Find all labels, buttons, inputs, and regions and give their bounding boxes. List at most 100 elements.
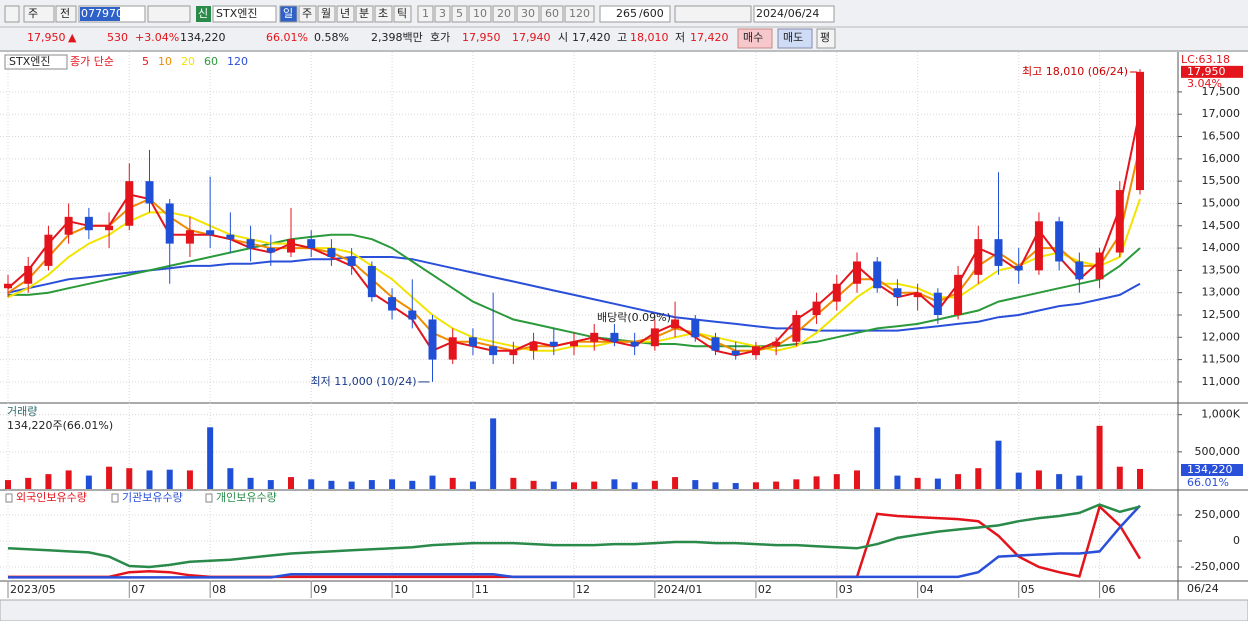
- market: 주: [28, 7, 38, 20]
- candle: [711, 332, 720, 356]
- new-button[interactable]: [196, 6, 211, 22]
- candle-body: [327, 248, 336, 257]
- high: 18,010: [630, 31, 669, 44]
- prev-button[interactable]: [55, 5, 77, 23]
- volume-bar: [1035, 470, 1042, 489]
- y-tick-label: 14,500: [1202, 219, 1241, 232]
- x-tick-label: 2023/05: [10, 583, 56, 596]
- count-box[interactable]: [599, 5, 671, 23]
- scrollbar[interactable]: [0, 599, 1248, 621]
- volume-bar: [611, 479, 618, 489]
- y-tick-label: -250,000: [1191, 560, 1240, 573]
- price: 17,950: [27, 31, 66, 44]
- volume-bar: [975, 468, 982, 489]
- volume-title: 거래량: [7, 405, 37, 418]
- candle: [772, 337, 781, 356]
- candle: [873, 257, 882, 293]
- y-tick-label: 15,000: [1202, 196, 1241, 209]
- candle-body: [44, 234, 53, 266]
- buy-button[interactable]: [737, 28, 773, 49]
- candle-body: [751, 346, 760, 356]
- period-button[interactable]: [317, 5, 336, 23]
- icon-button[interactable]: [4, 5, 20, 23]
- period-button[interactable]: [355, 5, 374, 23]
- volume-bar: [571, 482, 577, 489]
- candle-body: [1115, 190, 1124, 253]
- volume-bar: [469, 481, 476, 489]
- interval-button[interactable]: [564, 5, 595, 23]
- volume-ratio: 66.01%: [266, 31, 308, 44]
- y-tick-label: 12,500: [1202, 308, 1241, 321]
- interval-button[interactable]: [492, 5, 516, 23]
- volume-bar: [328, 480, 335, 489]
- x-tick-label: 11: [475, 583, 489, 596]
- period-button[interactable]: [374, 5, 393, 23]
- volume-bar: [672, 477, 679, 489]
- interval-button[interactable]: [434, 5, 451, 23]
- volume-bar: [1137, 468, 1143, 489]
- x-tick-label: 12: [576, 583, 590, 596]
- y-tick-label: 0: [1233, 534, 1240, 547]
- candle-body: [246, 239, 255, 249]
- candle: [610, 323, 619, 347]
- candle-body: [448, 337, 457, 360]
- volume-bar: [591, 481, 598, 489]
- candle-body: [1095, 252, 1104, 280]
- period-button[interactable]: [336, 5, 355, 23]
- interval: 120: [569, 7, 590, 20]
- volume-bar: [995, 440, 1002, 489]
- volume-bar: [409, 480, 416, 489]
- candle-body: [125, 181, 134, 226]
- interval-button[interactable]: [516, 5, 540, 23]
- candle: [347, 248, 356, 275]
- volume-bar: [348, 481, 355, 489]
- period: 초: [378, 7, 388, 20]
- tool-icons[interactable]: [674, 5, 752, 23]
- candle: [408, 279, 417, 329]
- volume: 134,220: [180, 31, 226, 44]
- sell-button[interactable]: [777, 28, 813, 49]
- candle-body: [489, 346, 498, 356]
- interval-button[interactable]: [451, 5, 468, 23]
- candle-body: [590, 332, 599, 342]
- volume-bar: [793, 479, 800, 489]
- volume-bar: [207, 427, 214, 489]
- interval-button[interactable]: [540, 5, 564, 23]
- candle: [933, 288, 942, 324]
- candle: [590, 323, 599, 351]
- candle: [64, 203, 73, 244]
- event-note: 배당락(0.09%): [597, 311, 671, 324]
- interval: 1: [422, 7, 429, 20]
- period-button[interactable]: [279, 5, 298, 23]
- candle-body: [1034, 221, 1043, 271]
- period-button[interactable]: [393, 5, 412, 23]
- volume-bar: [1056, 474, 1063, 489]
- candle-body: [974, 239, 983, 275]
- interval-button[interactable]: [417, 5, 434, 23]
- period-button[interactable]: [298, 5, 317, 23]
- candle: [489, 292, 498, 365]
- search-buttons[interactable]: [147, 5, 191, 23]
- market-select[interactable]: [23, 5, 55, 23]
- candle: [1095, 248, 1104, 289]
- name-box[interactable]: [212, 5, 277, 23]
- volume-bar: [308, 479, 315, 489]
- interval-button[interactable]: [468, 5, 492, 23]
- date: 2024/06/24: [756, 7, 819, 20]
- legend-entry: 10: [158, 55, 172, 68]
- candle: [428, 315, 437, 382]
- candle-body: [610, 332, 619, 342]
- candle-body: [893, 288, 902, 298]
- volume-bar: [490, 418, 497, 489]
- date-box[interactable]: [753, 5, 835, 23]
- volume-bar: [692, 480, 699, 489]
- candle-body: [812, 301, 821, 315]
- volume-bar: [85, 475, 92, 489]
- candle-body: [307, 239, 316, 249]
- candle: [468, 328, 477, 356]
- count: 265: [616, 7, 637, 20]
- x-tick-label: 10: [394, 583, 408, 596]
- avg-button[interactable]: [816, 28, 836, 49]
- ma-line: [8, 233, 1141, 348]
- candle: [24, 257, 33, 293]
